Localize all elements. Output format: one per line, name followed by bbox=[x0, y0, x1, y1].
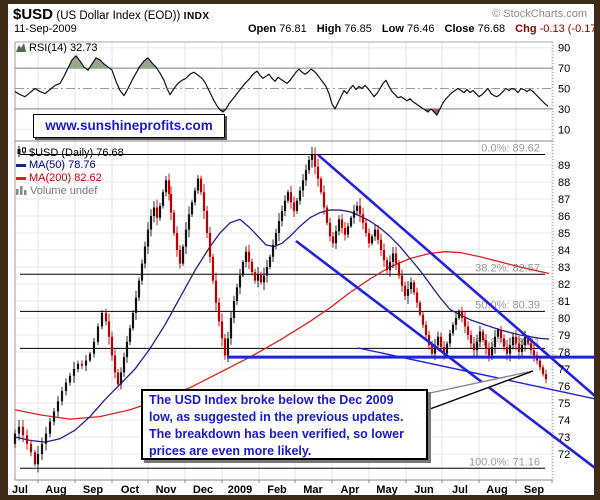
low-value: 76.46 bbox=[406, 23, 435, 35]
price-axis-tick: 88 bbox=[558, 177, 570, 189]
close-label: Close bbox=[444, 23, 475, 35]
date-axis-label: Jun bbox=[414, 484, 434, 496]
date-axis-label: Feb bbox=[267, 484, 287, 496]
annotation-line-3: The breakdown has been verified, so lowe… bbox=[149, 427, 404, 441]
date-axis-label: Dec bbox=[193, 484, 213, 496]
low-label: Low bbox=[381, 23, 404, 35]
ma200-legend-label: MA(200) 82.62 bbox=[29, 172, 102, 184]
steep-resistance-from-mar-peak bbox=[317, 153, 596, 398]
ma50-color-swatch bbox=[16, 163, 26, 167]
fib-label-100.0%: 100.0%: 71.16 bbox=[469, 456, 540, 468]
candlestick-icon bbox=[16, 146, 26, 160]
volume-legend-label: Volume undef bbox=[30, 185, 98, 197]
price-legend: $USD (Daily) 76.68 bbox=[16, 146, 124, 160]
date-axis-label: Mar bbox=[303, 484, 323, 496]
rsi-legend-label: RSI(14) 32.73 bbox=[29, 42, 98, 54]
ma200-color-swatch bbox=[16, 176, 26, 180]
open-label: Open bbox=[248, 23, 277, 35]
open-value: 76.81 bbox=[279, 23, 307, 35]
close-value: 76.68 bbox=[477, 23, 506, 35]
date-axis-label: Sep bbox=[524, 484, 544, 496]
date-axis-label: Jul bbox=[12, 484, 28, 496]
date-axis-label: Nov bbox=[156, 484, 178, 496]
date-axis-label: Aug bbox=[486, 484, 507, 496]
rsi-legend: RSI(14) 32.73 bbox=[16, 42, 97, 55]
date-axis-label: Jul bbox=[452, 484, 468, 496]
ma50-legend: MA(50) 78.76 bbox=[16, 159, 96, 171]
shallow-declining-line bbox=[357, 347, 600, 401]
fib-label-50.0%: 50.0%: 80.39 bbox=[475, 299, 540, 311]
ticker-description: (US Dollar Index (EOD)) bbox=[56, 10, 181, 22]
rsi-axis-tick: 30 bbox=[558, 104, 570, 116]
stockcharts-brand: © StockCharts.com bbox=[492, 8, 587, 20]
rsi-axis-tick: 10 bbox=[558, 124, 570, 136]
chart-header: $USD (US Dollar Index (EOD)) INDX bbox=[13, 6, 210, 23]
price-axis-tick: 83 bbox=[558, 262, 570, 274]
rsi-axis-tick: 70 bbox=[558, 63, 570, 75]
price-axis-tick: 86 bbox=[558, 211, 570, 223]
price-axis-tick: 74 bbox=[558, 415, 570, 427]
price-axis-tick: 73 bbox=[558, 432, 570, 444]
frame-border-top bbox=[0, 0, 600, 4]
moving-averages bbox=[14, 209, 550, 443]
date-axis-label: Aug bbox=[45, 484, 66, 496]
date-axis-label: 2009 bbox=[228, 484, 252, 496]
volume-legend: Volume undef bbox=[16, 185, 97, 198]
ma200-legend: MA(200) 82.62 bbox=[16, 172, 102, 184]
chg-value: -0.13 (-0.17%) bbox=[539, 23, 600, 35]
annotation-line-1: The USD Index broke below the Dec 2009 bbox=[149, 393, 394, 407]
ma50-legend-label: MA(50) 78.76 bbox=[29, 159, 96, 171]
high-value: 76.85 bbox=[344, 23, 372, 35]
fib-label-0.0%: 0.0%: 89.62 bbox=[481, 142, 540, 154]
ticker-symbol: $USD bbox=[13, 6, 54, 23]
rsi-axis-tick: 90 bbox=[558, 43, 570, 55]
axis-labels: 89 88 87 86 85 84 83 82 81 80 79 78 77 76 75 74 73 72 90 70… bbox=[12, 43, 570, 496]
price-axis-tick: 78 bbox=[558, 347, 570, 359]
sunshineprofits-watermark: www.sunshineprofits.com bbox=[33, 114, 225, 138]
indicator-area-icon bbox=[16, 42, 26, 55]
panel-borders bbox=[14, 41, 554, 481]
trendlines bbox=[227, 153, 600, 469]
ticker-exchange: INDX bbox=[183, 11, 210, 22]
date-axis-label: Sep bbox=[83, 484, 103, 496]
price-axis-tick: 82 bbox=[558, 279, 570, 291]
volume-bars-icon bbox=[16, 185, 27, 198]
price-axis-tick: 84 bbox=[558, 245, 570, 257]
frame-border-bottom bbox=[0, 495, 600, 500]
price-axis-tick: 77 bbox=[558, 364, 570, 376]
price-axis-tick: 85 bbox=[558, 228, 570, 240]
price-legend-label: $USD (Daily) 76.68 bbox=[29, 147, 124, 159]
date-axis-label: Apr bbox=[341, 484, 361, 496]
price-axis-tick: 80 bbox=[558, 313, 570, 325]
price-axis-tick: 89 bbox=[558, 160, 570, 172]
ohlc-quote-row: Open 76.81 High 76.85 Low 76.46 Close 76… bbox=[248, 23, 600, 35]
date-axis-label: Oct bbox=[121, 484, 140, 496]
callout-tail bbox=[429, 370, 534, 410]
chg-label: Chg bbox=[515, 23, 537, 35]
rsi-axis-tick: 50 bbox=[558, 84, 570, 96]
price-axis-tick: 75 bbox=[558, 398, 570, 410]
lower-declining-channel-line bbox=[295, 239, 596, 469]
rsi-plot bbox=[14, 55, 549, 116]
price-axis-tick: 81 bbox=[558, 296, 570, 308]
annotation-line-4: prices are even more likely. bbox=[149, 444, 312, 458]
frame-border-right bbox=[594, 0, 600, 500]
price-axis-tick: 79 bbox=[558, 330, 570, 342]
price-axis-tick: 87 bbox=[558, 194, 570, 206]
date-axis-label: May bbox=[376, 484, 398, 496]
quote-date: 11-Sep-2009 bbox=[14, 23, 77, 35]
price-axis-tick: 76 bbox=[558, 381, 570, 393]
price-axis-tick: 72 bbox=[558, 449, 570, 461]
annotation-line-2: low, as suggested in the previous update… bbox=[149, 410, 404, 424]
analysis-annotation-box: The USD Index broke below the Dec 2009 l… bbox=[141, 389, 428, 460]
fib-label-61.8%: 61.8%: 78.21 bbox=[475, 336, 540, 348]
high-label: High bbox=[316, 23, 342, 35]
frame-border-left bbox=[0, 0, 8, 500]
candlesticks bbox=[13, 146, 548, 473]
fib-label-38.2%: 38.2%: 82.57 bbox=[475, 262, 540, 274]
fibonacci-retracement: 0.0%: 89.62 38.2%: 82.57 50.0%: 80.39 61.8%… bbox=[20, 142, 545, 469]
